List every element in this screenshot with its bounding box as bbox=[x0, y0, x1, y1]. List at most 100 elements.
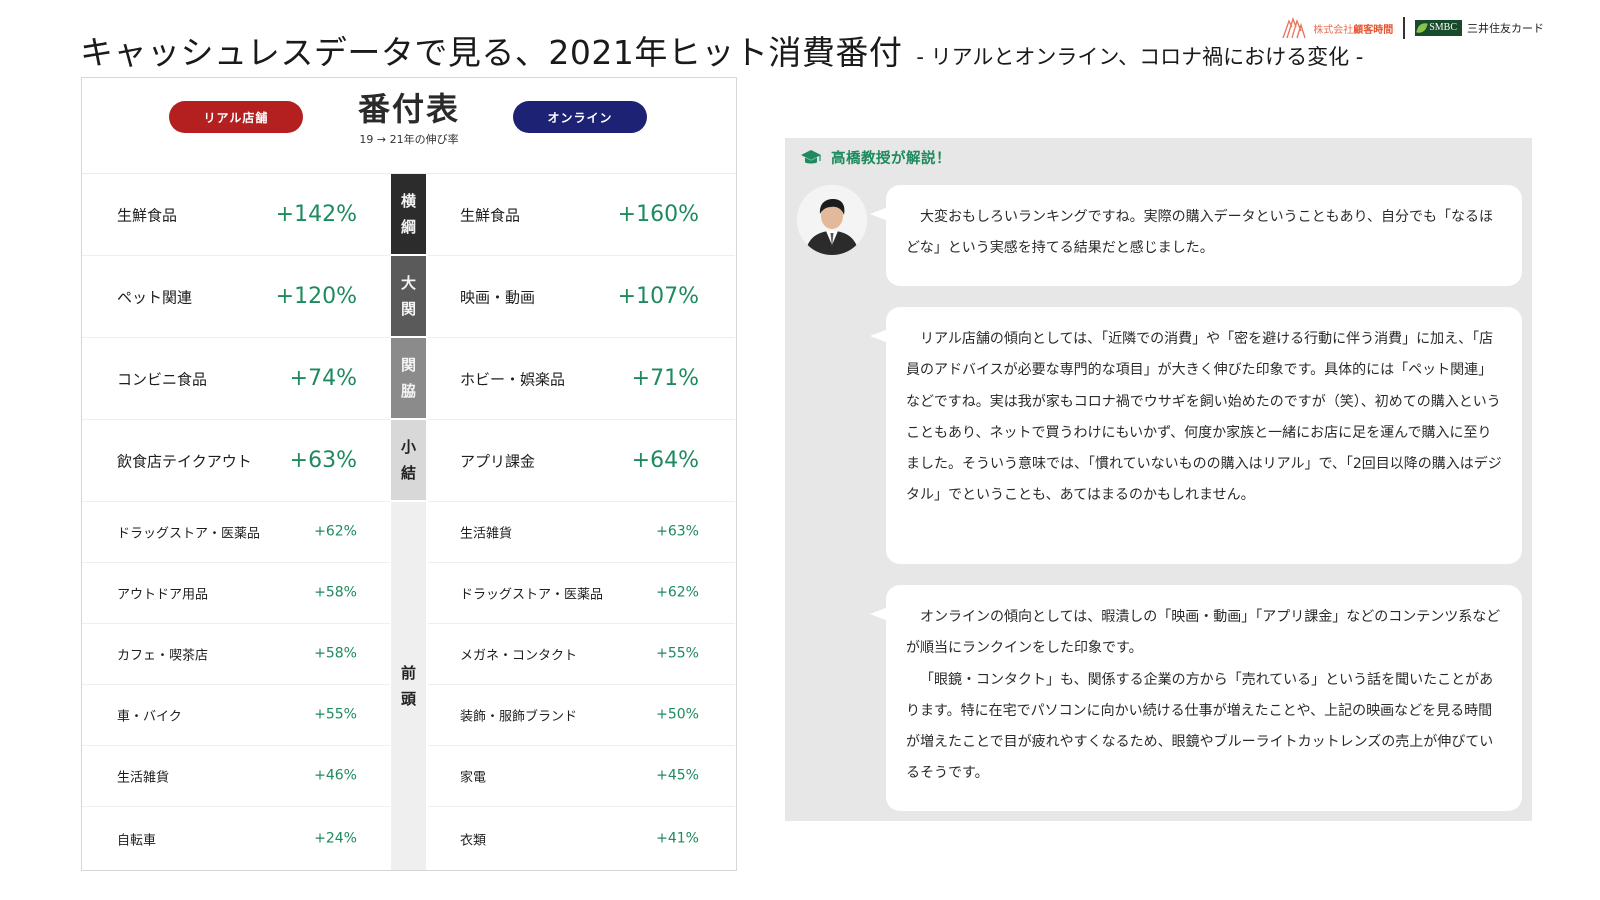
rank-maegashira: 前 頭 bbox=[391, 502, 426, 870]
table-row: カフェ・喫茶店 +58% メガネ・コンタクト +55% bbox=[82, 624, 735, 685]
category-label: アウトドア用品 bbox=[117, 587, 209, 603]
growth-value: +45% bbox=[656, 767, 699, 784]
real-cell: カフェ・喫茶店 +58% bbox=[82, 624, 390, 685]
category-label: コンビニ食品 bbox=[117, 370, 208, 388]
online-cell: 衣類 +41% bbox=[428, 807, 735, 870]
growth-value: +58% bbox=[314, 584, 357, 601]
category-label: アプリ課金 bbox=[460, 452, 536, 470]
page-title: キャッシュレスデータで見る、2021年ヒット消費番付 bbox=[80, 33, 903, 72]
growth-value: +50% bbox=[656, 706, 699, 723]
real-cell: 生活雑貨 +46% bbox=[82, 746, 390, 807]
real-cell: コンビニ食品 +74% bbox=[82, 338, 390, 420]
growth-value: +63% bbox=[289, 447, 357, 473]
rank-char: 頭 bbox=[400, 690, 416, 708]
smbc-badge: SMBC bbox=[1415, 20, 1462, 36]
smbc-logo: SMBC 三井住友カード bbox=[1415, 20, 1544, 36]
leaf-icon bbox=[1416, 20, 1429, 36]
rank-yokozuna: 横 綱 bbox=[391, 174, 426, 254]
category-label: ドラッグストア・医薬品 bbox=[460, 587, 604, 603]
real-cell: 飲食店テイクアウト +63% bbox=[82, 420, 390, 502]
rank-char: 関 bbox=[400, 356, 416, 374]
banzuke-title: 番付表 bbox=[357, 90, 460, 128]
category-label: 衣類 bbox=[460, 833, 487, 848]
rank-char: 大 bbox=[400, 274, 416, 292]
logo-bar: 株式会社 顧客時間 SMBC 三井住友カード bbox=[1281, 14, 1544, 42]
rank-sekiwake: 関 脇 bbox=[391, 338, 426, 418]
growth-value: +55% bbox=[656, 645, 699, 662]
rank-char: 関 bbox=[400, 300, 416, 318]
growth-rate-caption: 19 → 21年の伸び率 bbox=[359, 133, 459, 146]
table-row: コンビニ食品 +74% ホビー・娯楽品 +71% bbox=[82, 338, 735, 420]
rank-ozeki: 大 関 bbox=[391, 256, 426, 336]
rank-char: 前 bbox=[400, 664, 416, 682]
commentary-paragraph: オンラインの傾向としては、暇潰しの「映画・動画」「アプリ課金」などのコンテンツ系… bbox=[906, 609, 1501, 657]
growth-value: +142% bbox=[275, 201, 357, 227]
rank-komusubi: 小 結 bbox=[391, 420, 426, 500]
category-label: メガネ・コンタクト bbox=[460, 648, 578, 664]
real-store-badge: リアル店舗 bbox=[169, 101, 303, 133]
growth-value: +58% bbox=[314, 645, 357, 662]
growth-value: +64% bbox=[631, 447, 699, 473]
speech-bubble: オンラインの傾向としては、暇潰しの「映画・動画」「アプリ課金」などのコンテンツ系… bbox=[870, 585, 1522, 811]
banzuke-table: リアル店舗 番付表 19 → 21年の伸び率 オンライン 横 綱 大 関 関 脇… bbox=[81, 77, 737, 871]
person-portrait-icon bbox=[797, 185, 867, 255]
graduation-cap-icon bbox=[801, 149, 821, 163]
rank-char: 横 bbox=[400, 192, 416, 210]
category-label: 生鮮食品 bbox=[460, 206, 521, 224]
commentary-panel: 高橋教授が解説！ 大変おもしろいランキングですね。実際の購入データということもあ… bbox=[785, 138, 1532, 821]
online-cell: アプリ課金 +64% bbox=[428, 420, 735, 502]
table-row: 自転車 +24% 衣類 +41% bbox=[82, 807, 735, 870]
real-cell: 車・バイク +55% bbox=[82, 685, 390, 746]
category-label: 生鮮食品 bbox=[117, 206, 178, 224]
real-cell: ペット関連 +120% bbox=[82, 256, 390, 338]
rank-column: 横 綱 大 関 関 脇 小 結 前 頭 bbox=[390, 174, 428, 870]
rank-char: 結 bbox=[400, 464, 416, 482]
online-cell: ホビー・娯楽品 +71% bbox=[428, 338, 735, 420]
rank-char: 脇 bbox=[400, 382, 416, 400]
table-row: 飲食店テイクアウト +63% アプリ課金 +64% bbox=[82, 420, 735, 502]
real-cell: 自転車 +24% bbox=[82, 807, 390, 870]
rank-char: 小 bbox=[400, 438, 416, 456]
growth-value: +120% bbox=[275, 283, 357, 309]
category-label: 家電 bbox=[460, 770, 487, 786]
online-cell: 生鮮食品 +160% bbox=[428, 174, 735, 256]
online-cell: メガネ・コンタクト +55% bbox=[428, 624, 735, 685]
growth-value: +63% bbox=[656, 523, 699, 540]
online-cell: 家電 +45% bbox=[428, 746, 735, 807]
page-subtitle: - リアルとオンライン、コロナ禍における変化 - bbox=[916, 45, 1364, 69]
category-label: ドラッグストア・医薬品 bbox=[117, 526, 261, 542]
commentary-title: 高橋教授が解説！ bbox=[831, 151, 951, 167]
growth-value: +71% bbox=[631, 365, 699, 391]
table-row: 生鮮食品 +142% 生鮮食品 +160% bbox=[82, 174, 735, 256]
growth-value: +74% bbox=[289, 365, 357, 391]
growth-value: +62% bbox=[656, 584, 699, 601]
growth-value: +62% bbox=[314, 523, 357, 540]
table-row: アウトドア用品 +58% ドラッグストア・医薬品 +62% bbox=[82, 563, 735, 624]
growth-value: +107% bbox=[617, 283, 699, 309]
page-header: キャッシュレスデータで見る、2021年ヒット消費番付 - リアルとオンライン、コ… bbox=[80, 26, 1363, 74]
category-label: 映画・動画 bbox=[460, 288, 536, 306]
commentary-paragraph: リアル店舗の傾向としては、「近隣での消費」や「密を避ける行動に伴う消費」に加え、… bbox=[906, 331, 1502, 504]
banzuke-header: リアル店舗 番付表 19 → 21年の伸び率 オンライン bbox=[82, 78, 736, 174]
category-label: ペット関連 bbox=[117, 288, 193, 306]
online-cell: 生活雑貨 +63% bbox=[428, 502, 735, 563]
commentary-header: 高橋教授が解説！ bbox=[800, 147, 951, 168]
real-cell: 生鮮食品 +142% bbox=[82, 174, 390, 256]
speech-bubble: 大変おもしろいランキングですね。実際の購入データということもあり、自分でも「なる… bbox=[870, 185, 1522, 286]
company-name: 顧客時間 bbox=[1353, 24, 1394, 36]
real-cell: ドラッグストア・医薬品 +62% bbox=[82, 502, 390, 563]
kokyaku-jikan-logo: 株式会社 顧客時間 bbox=[1281, 17, 1393, 39]
category-label: 装飾・服飾ブランド bbox=[460, 709, 578, 725]
growth-value: +24% bbox=[314, 830, 357, 847]
growth-value: +160% bbox=[617, 201, 699, 227]
speech-bubble: リアル店舗の傾向としては、「近隣での消費」や「密を避ける行動に伴う消費」に加え、… bbox=[870, 307, 1522, 564]
category-label: 生活雑貨 bbox=[117, 770, 170, 786]
table-row: 生活雑貨 +46% 家電 +45% bbox=[82, 746, 735, 807]
category-label: 自転車 bbox=[117, 833, 157, 848]
commentary-paragraph: 「眼鏡・コンタクト」も、関係する企業の方から「売れている」という話を聞いたことが… bbox=[906, 671, 1494, 782]
table-row: ペット関連 +120% 映画・動画 +107% bbox=[82, 256, 735, 338]
rank-char: 綱 bbox=[400, 218, 416, 236]
online-cell: 映画・動画 +107% bbox=[428, 256, 735, 338]
category-label: カフェ・喫茶店 bbox=[117, 648, 209, 664]
company-prefix: 株式会社 bbox=[1313, 24, 1354, 36]
